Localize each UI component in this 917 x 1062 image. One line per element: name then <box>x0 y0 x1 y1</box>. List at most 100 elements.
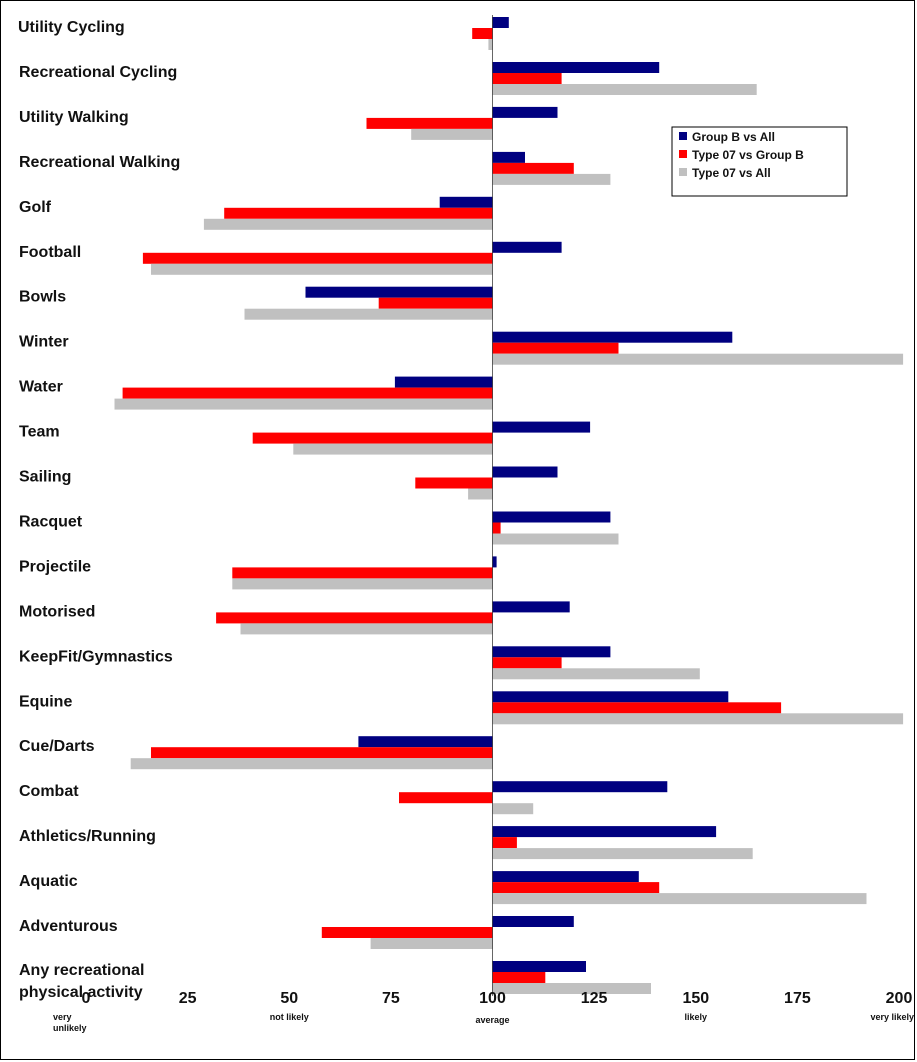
x-annotation-line: likely <box>685 1012 708 1022</box>
x-annotation-4: likely <box>685 1012 708 1022</box>
bar-1-9 <box>394 376 493 388</box>
bar-1-7 <box>305 286 493 298</box>
bar-2-8 <box>492 342 619 354</box>
bar-3-8 <box>492 353 904 365</box>
bar-1-13 <box>492 556 497 568</box>
category-label-14: Motorised <box>19 603 95 620</box>
x-tick-label-75: 75 <box>382 990 400 1007</box>
category-label-line: Any recreational <box>19 962 144 979</box>
bar-2-3 <box>366 117 493 129</box>
category-label-17: Cue/Darts <box>19 738 95 755</box>
category-label-1: Utility Cycling <box>18 19 125 36</box>
x-annotation-3: average <box>475 1015 509 1025</box>
bar-2-22 <box>492 972 546 983</box>
bar-2-1 <box>472 28 493 39</box>
category-label-5: Golf <box>19 199 52 216</box>
legend-label-1: Group B vs All <box>692 130 775 144</box>
bar-3-12 <box>492 533 619 545</box>
bar-2-4 <box>492 162 574 174</box>
category-label-4: Recreational Walking <box>19 154 180 171</box>
bar-1-22 <box>492 961 586 972</box>
bar-2-14 <box>216 612 493 624</box>
bar-3-16 <box>492 713 904 725</box>
bar-2-21 <box>321 927 493 938</box>
x-annotation-line: average <box>475 1015 509 1025</box>
x-annotation-line: unlikely <box>53 1023 87 1033</box>
x-annotation-line: not likely <box>270 1012 309 1022</box>
bar-3-9 <box>114 398 493 410</box>
x-axis-annotations: very unlikely not likely average likely very … <box>53 1012 914 1033</box>
bar-1-8 <box>492 331 733 343</box>
x-tick-label-100: 100 <box>479 990 506 1007</box>
bar-2-7 <box>378 297 493 309</box>
category-label-6: Football <box>19 244 81 261</box>
bar-1-15 <box>492 646 611 658</box>
bar-2-16 <box>492 702 782 714</box>
category-label-2: Recreational Cycling <box>19 64 177 81</box>
x-tick-label-125: 125 <box>581 990 608 1007</box>
legend-swatch-2 <box>679 150 687 158</box>
bar-1-1 <box>492 17 509 28</box>
bar-1-5 <box>439 196 493 208</box>
bar-3-19 <box>492 848 753 860</box>
bar-1-2 <box>492 62 660 73</box>
legend-swatch-1 <box>679 132 687 140</box>
bar-2-5 <box>224 207 493 219</box>
bar-1-17 <box>358 736 493 748</box>
bar-3-10 <box>293 443 493 455</box>
category-label-19: Athletics/Running <box>19 828 156 845</box>
bar-2-17 <box>151 747 493 759</box>
category-label-13: Projectile <box>19 558 91 575</box>
x-annotation-2: not likely <box>270 1012 309 1022</box>
bar-3-21 <box>370 938 493 949</box>
category-label-15: KeepFit/Gymnastics <box>19 648 173 665</box>
legend-label-2: Type 07 vs Group B <box>692 148 804 162</box>
bar-3-11 <box>468 488 493 500</box>
bar-3-7 <box>244 308 493 320</box>
bar-2-10 <box>252 432 493 444</box>
bar-2-12 <box>492 522 501 534</box>
x-tick-label-175: 175 <box>784 990 811 1007</box>
bar-1-3 <box>492 106 558 118</box>
bar-2-19 <box>492 837 517 849</box>
category-label-16: Equine <box>19 693 72 710</box>
bar-1-21 <box>492 916 574 927</box>
legend-swatch-3 <box>679 168 687 176</box>
bar-3-20 <box>492 893 867 905</box>
bar-1-10 <box>492 421 591 433</box>
category-label-22: Any recreational physical activity <box>19 962 144 1001</box>
bar-3-6 <box>151 263 493 275</box>
bar-2-15 <box>492 657 562 669</box>
x-axis-ticks: 0 25 50 75 100 125 150 175 200 <box>82 990 913 1007</box>
bar-3-5 <box>203 218 493 230</box>
legend: Group B vs All Type 07 vs Group B Type 07 … <box>671 126 848 197</box>
x-annotation-5: very likely <box>870 1012 914 1022</box>
legend-label-3: Type 07 vs All <box>692 166 771 180</box>
bar-3-1 <box>488 39 493 50</box>
bar-1-11 <box>492 466 558 478</box>
bar-3-3 <box>411 128 493 140</box>
bar-3-2 <box>492 84 757 95</box>
bar-3-22 <box>492 983 651 994</box>
x-annotation-line: very <box>53 1012 72 1022</box>
bar-2-9 <box>122 387 493 399</box>
bar-1-6 <box>492 241 562 253</box>
x-annotation-line: very likely <box>870 1012 914 1022</box>
category-label-20: Aquatic <box>19 873 78 890</box>
category-label-18: Combat <box>19 783 79 800</box>
bar-2-2 <box>492 73 562 84</box>
bar-2-13 <box>232 567 493 579</box>
x-tick-label-50: 50 <box>280 990 298 1007</box>
bar-3-18 <box>492 803 534 815</box>
category-labels: Utility Cycling Recreational Cycling Utili… <box>18 19 180 1001</box>
bar-2-18 <box>399 792 493 804</box>
x-tick-label-0: 0 <box>82 990 91 1007</box>
category-label-8: Winter <box>19 334 69 351</box>
category-label-11: Sailing <box>19 469 71 486</box>
bars-layer <box>114 15 904 996</box>
category-label-line: physical activity <box>19 984 143 1001</box>
x-tick-label-25: 25 <box>179 990 197 1007</box>
bar-3-15 <box>492 668 700 680</box>
